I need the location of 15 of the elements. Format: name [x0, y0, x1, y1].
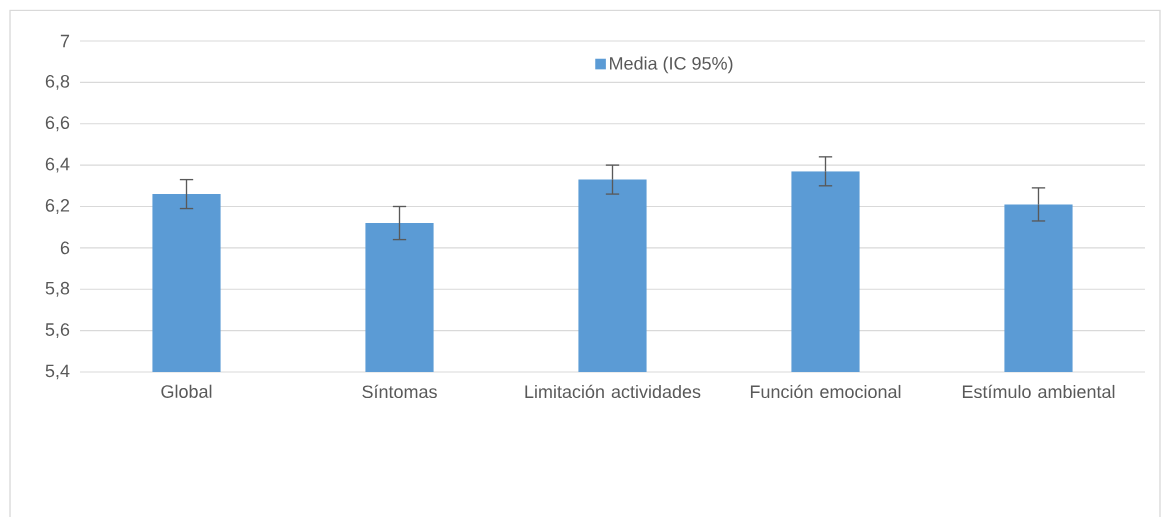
y-tick-label: 6,8 [45, 74, 70, 90]
y-tick-label: 6 [60, 241, 70, 255]
y-tick-label: 6,6 [45, 116, 70, 132]
y-tick-label: 5,8 [45, 281, 70, 297]
x-tick-label: Global [161, 384, 212, 398]
x-tick-label: Síntomas [362, 384, 437, 399]
y-tick-label: 6,4 [45, 157, 70, 173]
y-tick-label: 7 [60, 34, 70, 48]
x-tick-label: Estímulo ambiental [962, 384, 1115, 399]
x-tick-label: Limitación actividades [525, 384, 701, 399]
y-tick-label: 5,6 [45, 323, 70, 339]
y-tick-label: 6,2 [45, 199, 70, 214]
y-tick-label: 5,4 [45, 364, 70, 380]
legend-label: Media (IC 95%) [610, 56, 733, 74]
x-tick-label: Función emocional [750, 384, 901, 399]
